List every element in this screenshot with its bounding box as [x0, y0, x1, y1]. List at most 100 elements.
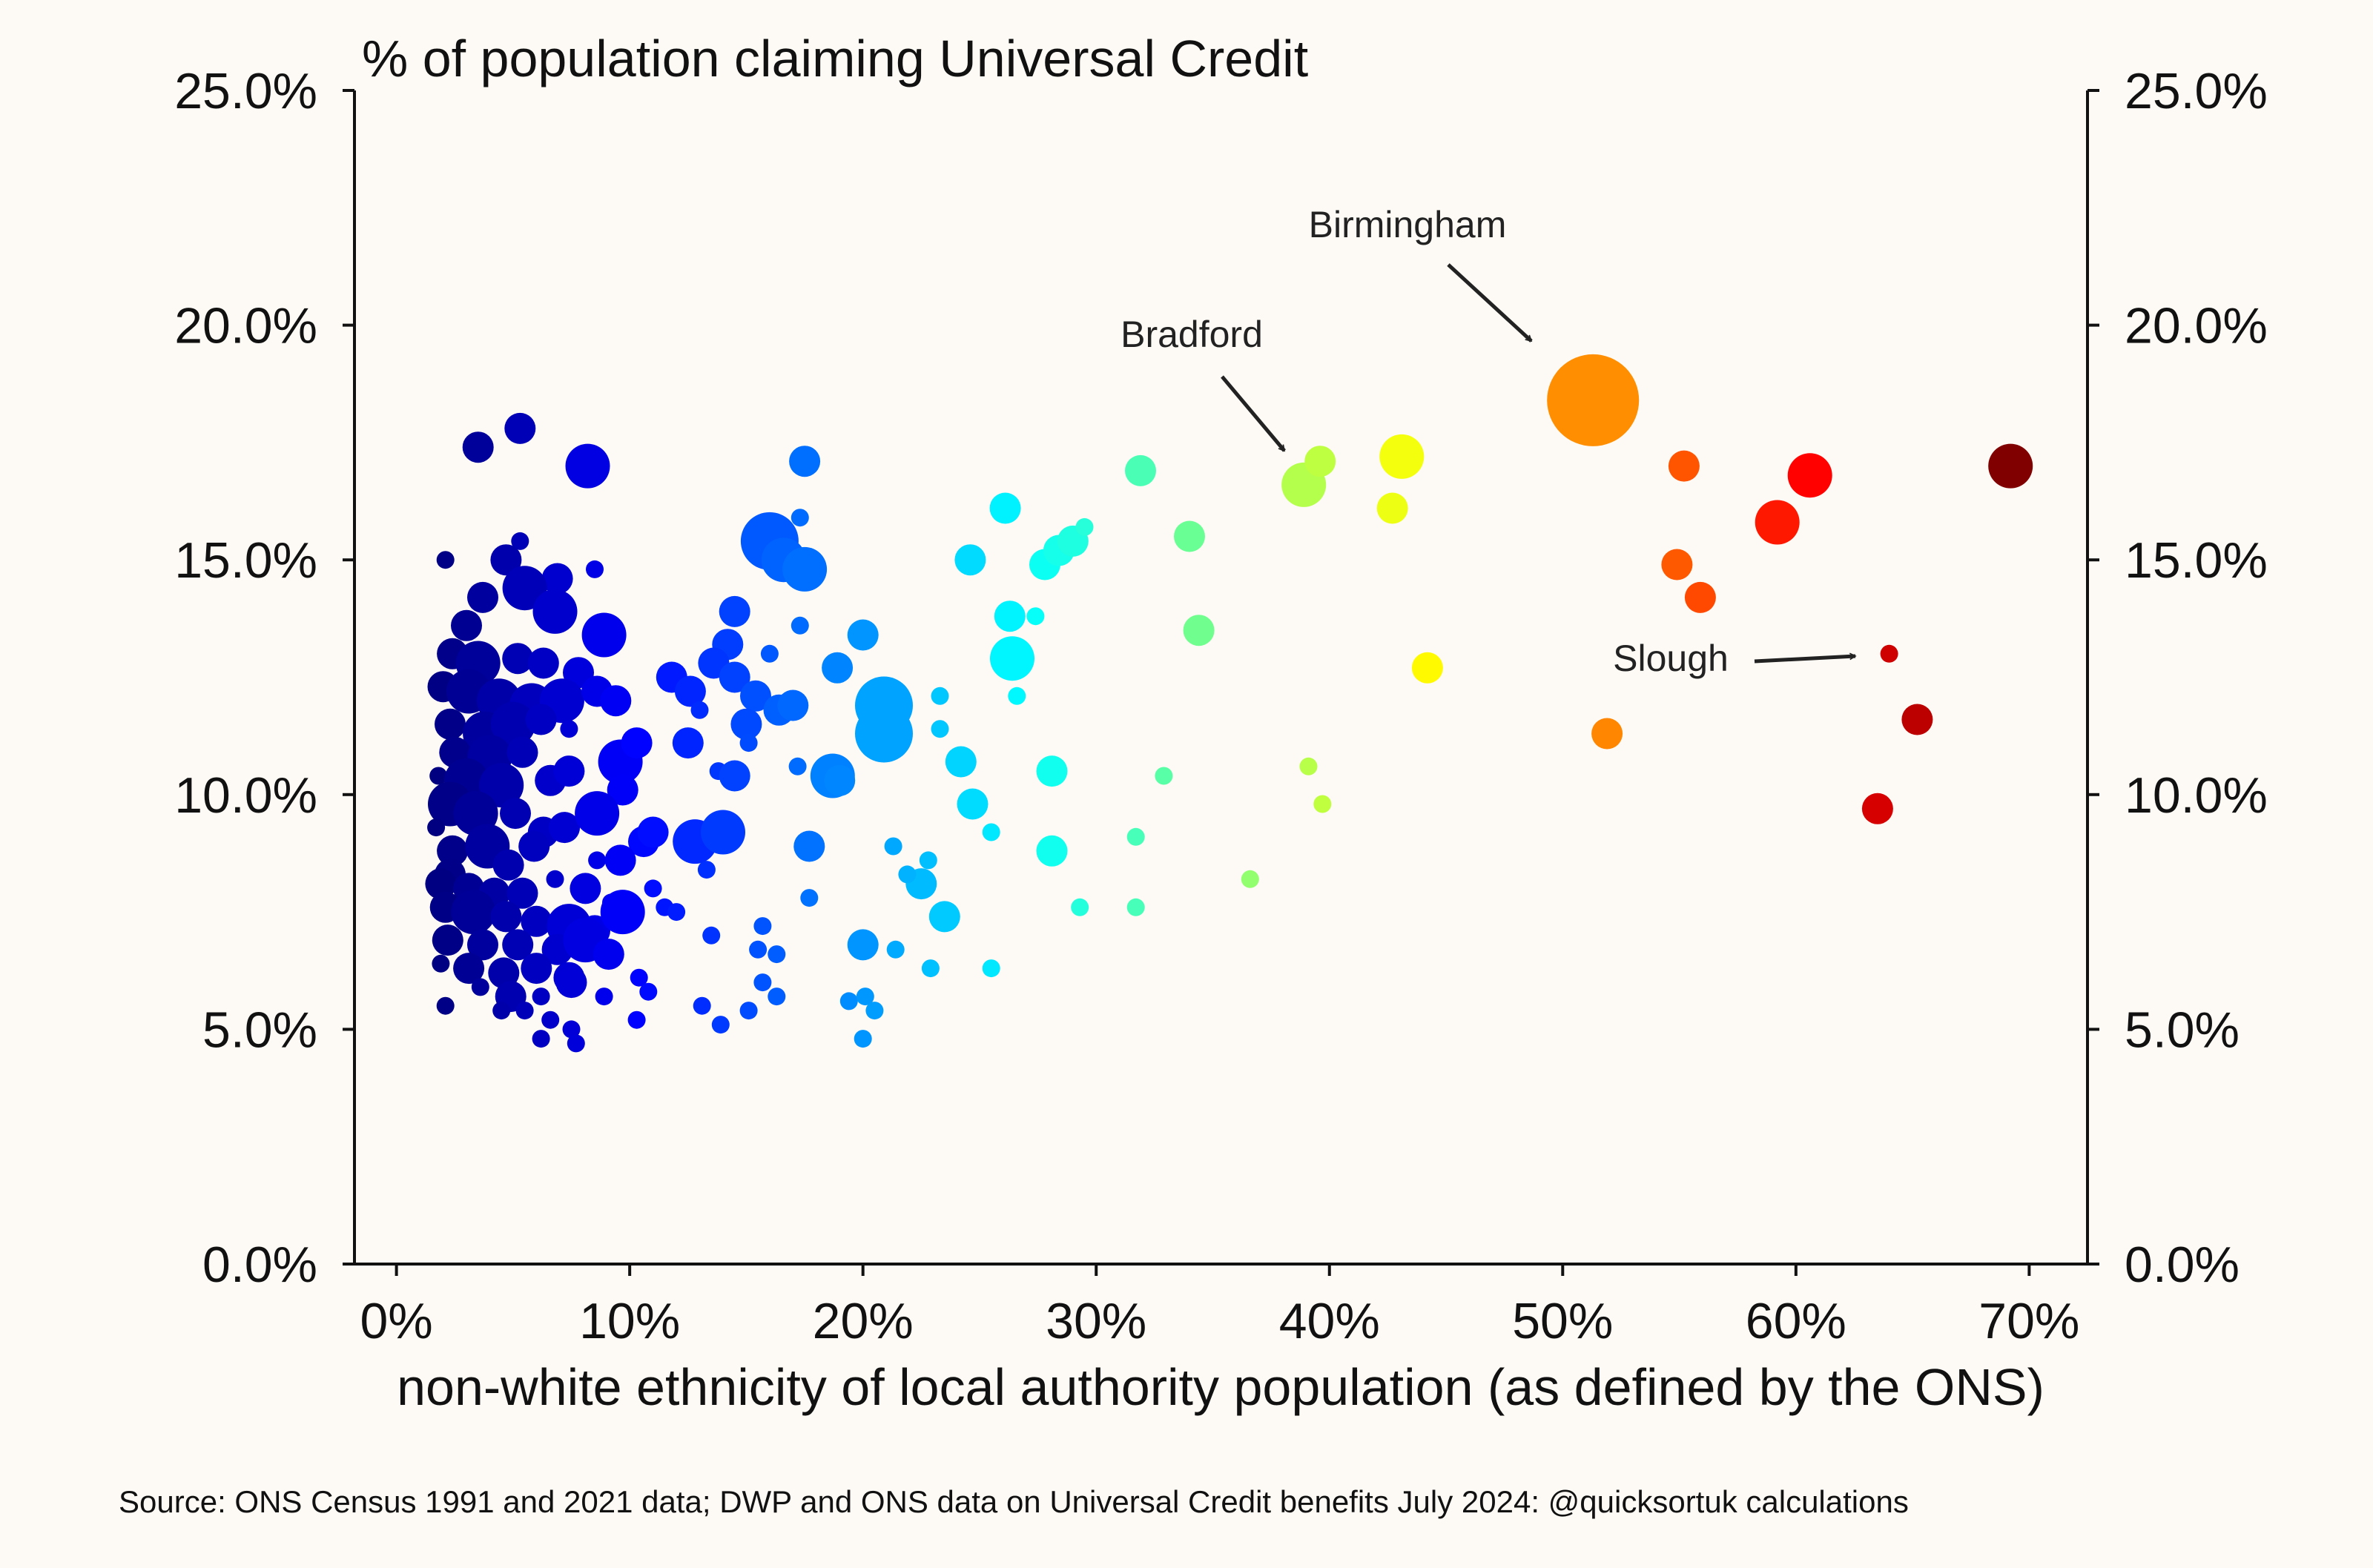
data-point-142 [855, 704, 913, 763]
data-point-98 [567, 1034, 585, 1053]
y-tick-label-right-5: 25.0% [2125, 63, 2268, 119]
data-point-184 [1313, 795, 1332, 813]
data-point-179 [1183, 615, 1215, 646]
data-point-1 [462, 431, 494, 463]
data-point-144 [931, 720, 949, 738]
data-point-135 [800, 889, 819, 907]
y-tick-label-left-3: 15.0% [174, 532, 317, 589]
data-point-164 [898, 865, 917, 884]
y-tick-label-left-0: 0.0% [202, 1237, 317, 1293]
data-point-82 [521, 953, 552, 985]
data-point-194 [1787, 453, 1832, 498]
data-point-50 [437, 835, 469, 867]
data-point-150 [1008, 687, 1026, 705]
data-point-64 [644, 879, 662, 898]
data-point-180 [1241, 870, 1259, 888]
data-point-161 [928, 901, 960, 933]
data-point-73 [432, 924, 463, 956]
data-point-97 [532, 1030, 550, 1048]
x-tick-label-3: 30% [1046, 1293, 1146, 1349]
x-tick-label-4: 40% [1279, 1293, 1380, 1349]
data-point-187 [1411, 652, 1443, 684]
data-point-43 [500, 798, 531, 830]
x-axis-title: non-white ethnicity of local authority p… [397, 1358, 2044, 1416]
y-tick-label-right-1: 5.0% [2125, 1002, 2240, 1058]
data-point-53 [518, 830, 550, 862]
data-point-136 [793, 830, 825, 862]
data-point-4 [511, 532, 529, 550]
data-point-149 [990, 636, 1034, 681]
data-point-173 [1071, 898, 1089, 916]
data-point-80 [453, 953, 485, 985]
data-point-104 [719, 595, 750, 627]
data-point-96 [562, 1020, 581, 1039]
data-point-174 [1126, 827, 1145, 846]
data-point-110 [674, 675, 706, 707]
data-point-12 [451, 609, 482, 641]
x-tick-label-0: 0% [360, 1293, 432, 1349]
data-point-188 [1547, 354, 1640, 446]
data-point-123 [701, 810, 745, 855]
data-point-198 [1988, 443, 2033, 489]
data-point-32 [506, 736, 538, 768]
data-point-54 [588, 851, 607, 870]
data-point-114 [777, 689, 809, 721]
data-point-67 [490, 901, 522, 933]
data-point-62 [570, 873, 601, 904]
data-point-115 [690, 701, 709, 719]
data-point-6 [541, 563, 573, 595]
data-point-124 [697, 861, 716, 879]
data-point-68 [521, 905, 552, 937]
data-point-156 [957, 788, 989, 820]
data-point-158 [847, 929, 879, 961]
x-tick-label-2: 20% [813, 1293, 914, 1349]
data-point-163 [919, 851, 937, 870]
data-point-155 [1075, 517, 1094, 536]
data-point-189 [1668, 450, 1700, 482]
data-point-16 [527, 647, 559, 679]
data-point-25 [435, 708, 466, 740]
data-point-157 [982, 823, 1000, 841]
data-point-185 [1379, 434, 1425, 479]
x-tick-label-7: 70% [1978, 1293, 2079, 1349]
data-point-112 [740, 680, 771, 712]
data-point-74 [467, 929, 498, 961]
data-point-45 [549, 812, 581, 844]
data-point-192 [1684, 581, 1716, 613]
x-tick-label-6: 60% [1746, 1293, 1846, 1349]
data-point-118 [672, 727, 704, 759]
data-point-90 [639, 982, 658, 1001]
data-point-140 [847, 619, 879, 651]
data-point-182 [1304, 446, 1336, 477]
data-point-34 [621, 727, 653, 759]
data-point-130 [753, 973, 772, 992]
data-point-177 [1125, 454, 1156, 486]
data-point-2 [565, 443, 610, 489]
data-point-121 [788, 757, 807, 775]
data-point-89 [595, 988, 613, 1006]
data-point-49 [427, 818, 446, 837]
data-point-87 [532, 988, 550, 1006]
data-point-172 [1036, 835, 1068, 867]
data-point-193 [1755, 500, 1800, 545]
data-point-101 [789, 446, 821, 477]
data-point-170 [982, 959, 1000, 978]
y-tick-label-right-4: 20.0% [2125, 298, 2268, 354]
source-note: Source: ONS Census 1991 and 2021 data; D… [119, 1484, 1909, 1519]
data-point-116 [730, 708, 762, 740]
data-point-84 [630, 968, 648, 987]
data-point-46 [575, 791, 620, 836]
data-point-111 [719, 661, 750, 693]
data-point-132 [693, 996, 711, 1015]
data-point-191 [1661, 549, 1693, 580]
data-point-171 [1036, 755, 1068, 787]
data-point-197 [1861, 793, 1893, 824]
data-point-81 [488, 957, 520, 989]
data-point-27 [490, 701, 535, 747]
annotations: Birmingham Bradford Slough [1121, 204, 1855, 679]
data-point-92 [492, 1002, 511, 1020]
data-point-79 [432, 954, 450, 973]
data-point-75 [502, 929, 534, 961]
data-point-126 [702, 926, 721, 945]
